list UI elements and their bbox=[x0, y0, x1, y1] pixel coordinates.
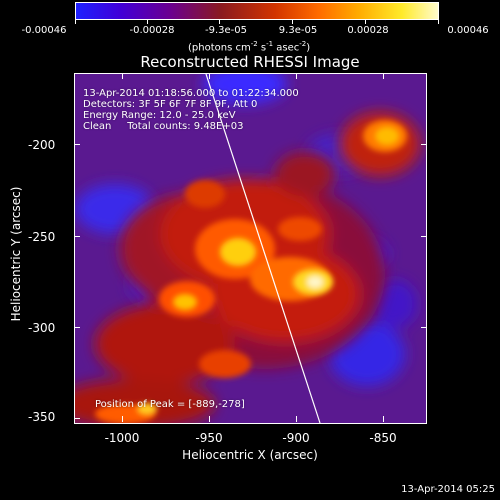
colorbar-units: (photons cm-2 s-1 asec-2) bbox=[188, 38, 328, 54]
info-detectors: Detectors: 3F 5F 6F 7F 8F 9F, Att 0 bbox=[83, 99, 258, 110]
x-tick-label-2: -950 bbox=[195, 431, 223, 445]
colorbar-tick-2 bbox=[147, 20, 148, 24]
solar-limb-line bbox=[205, 74, 321, 423]
units-text-1: (photons cm bbox=[188, 42, 251, 54]
colorbar-label-min: -0.00046 bbox=[21, 25, 67, 36]
x-axis-label: Heliocentric X (arcsec) bbox=[182, 448, 318, 462]
units-exp-2: -1 bbox=[266, 40, 274, 48]
colorbar-tick-6 bbox=[438, 20, 439, 24]
y-tick-right-1 bbox=[421, 144, 427, 145]
y-tick-label-1: -200 bbox=[28, 138, 56, 152]
generation-timestamp: 13-Apr-2014 05:25 bbox=[401, 484, 495, 495]
y-tick-mark-2 bbox=[74, 236, 80, 237]
x-tick-label-1: -1000 bbox=[104, 431, 140, 445]
plot-area: 13-Apr-2014 01:18:56.000 to 01:22:34.000… bbox=[74, 73, 427, 424]
info-time-range: 13-Apr-2014 01:18:56.000 to 01:22:34.000 bbox=[83, 88, 299, 99]
y-axis-label: Heliocentric Y (arcsec) bbox=[9, 186, 23, 322]
x-tick-top-2 bbox=[209, 73, 210, 79]
x-tick-top-4 bbox=[383, 73, 384, 79]
y-tick-mark-3 bbox=[74, 327, 80, 328]
plot-title: Reconstructed RHESSI Image bbox=[140, 53, 360, 71]
x-tick-mark-4 bbox=[383, 416, 384, 422]
x-tick-label-3: -900 bbox=[282, 431, 310, 445]
colorbar bbox=[75, 2, 439, 20]
colorbar-tick-5 bbox=[365, 20, 366, 24]
y-tick-right-2 bbox=[421, 236, 427, 237]
colorbar-label-2: -0.00028 bbox=[129, 25, 175, 36]
info-peak-position: Position of Peak = [-889,-278] bbox=[95, 399, 245, 410]
x-tick-label-4: -850 bbox=[369, 431, 397, 445]
units-exp-3: -2 bbox=[299, 40, 307, 48]
units-exp-1: -2 bbox=[250, 40, 258, 48]
x-tick-top-1 bbox=[122, 73, 123, 79]
y-tick-label-4: -350 bbox=[28, 410, 56, 424]
colorbar-tick-3 bbox=[219, 20, 220, 24]
colorbar-tick-4 bbox=[292, 20, 293, 24]
colorbar-label-3: -9.3e-05 bbox=[205, 25, 247, 36]
y-tick-mark-1 bbox=[74, 144, 80, 145]
y-tick-right-3 bbox=[421, 327, 427, 328]
x-tick-mark-3 bbox=[296, 416, 297, 422]
units-text-4: ) bbox=[306, 42, 311, 54]
colorbar-label-max: 0.00046 bbox=[447, 25, 489, 36]
peak-regions bbox=[137, 127, 399, 415]
x-tick-mark-1 bbox=[122, 416, 123, 422]
info-energy-range: Energy Range: 12.0 - 25.0 keV bbox=[83, 110, 236, 121]
colorbar-label-4: 9.3e-05 bbox=[278, 25, 318, 36]
units-text-2: s bbox=[257, 42, 267, 54]
info-clean-counts: Clean Total counts: 9.48E+03 bbox=[83, 121, 244, 132]
colorbar-label-5: 0.00028 bbox=[347, 25, 389, 36]
x-tick-top-3 bbox=[296, 73, 297, 79]
y-tick-label-3: -300 bbox=[28, 321, 56, 335]
y-tick-label-2: -250 bbox=[28, 230, 56, 244]
y-tick-mark-4 bbox=[74, 418, 80, 419]
x-tick-mark-2 bbox=[209, 416, 210, 422]
colorbar-tick-1 bbox=[75, 20, 76, 24]
rhessi-image-heatmap bbox=[75, 74, 426, 423]
units-text-3: asec bbox=[273, 42, 300, 54]
